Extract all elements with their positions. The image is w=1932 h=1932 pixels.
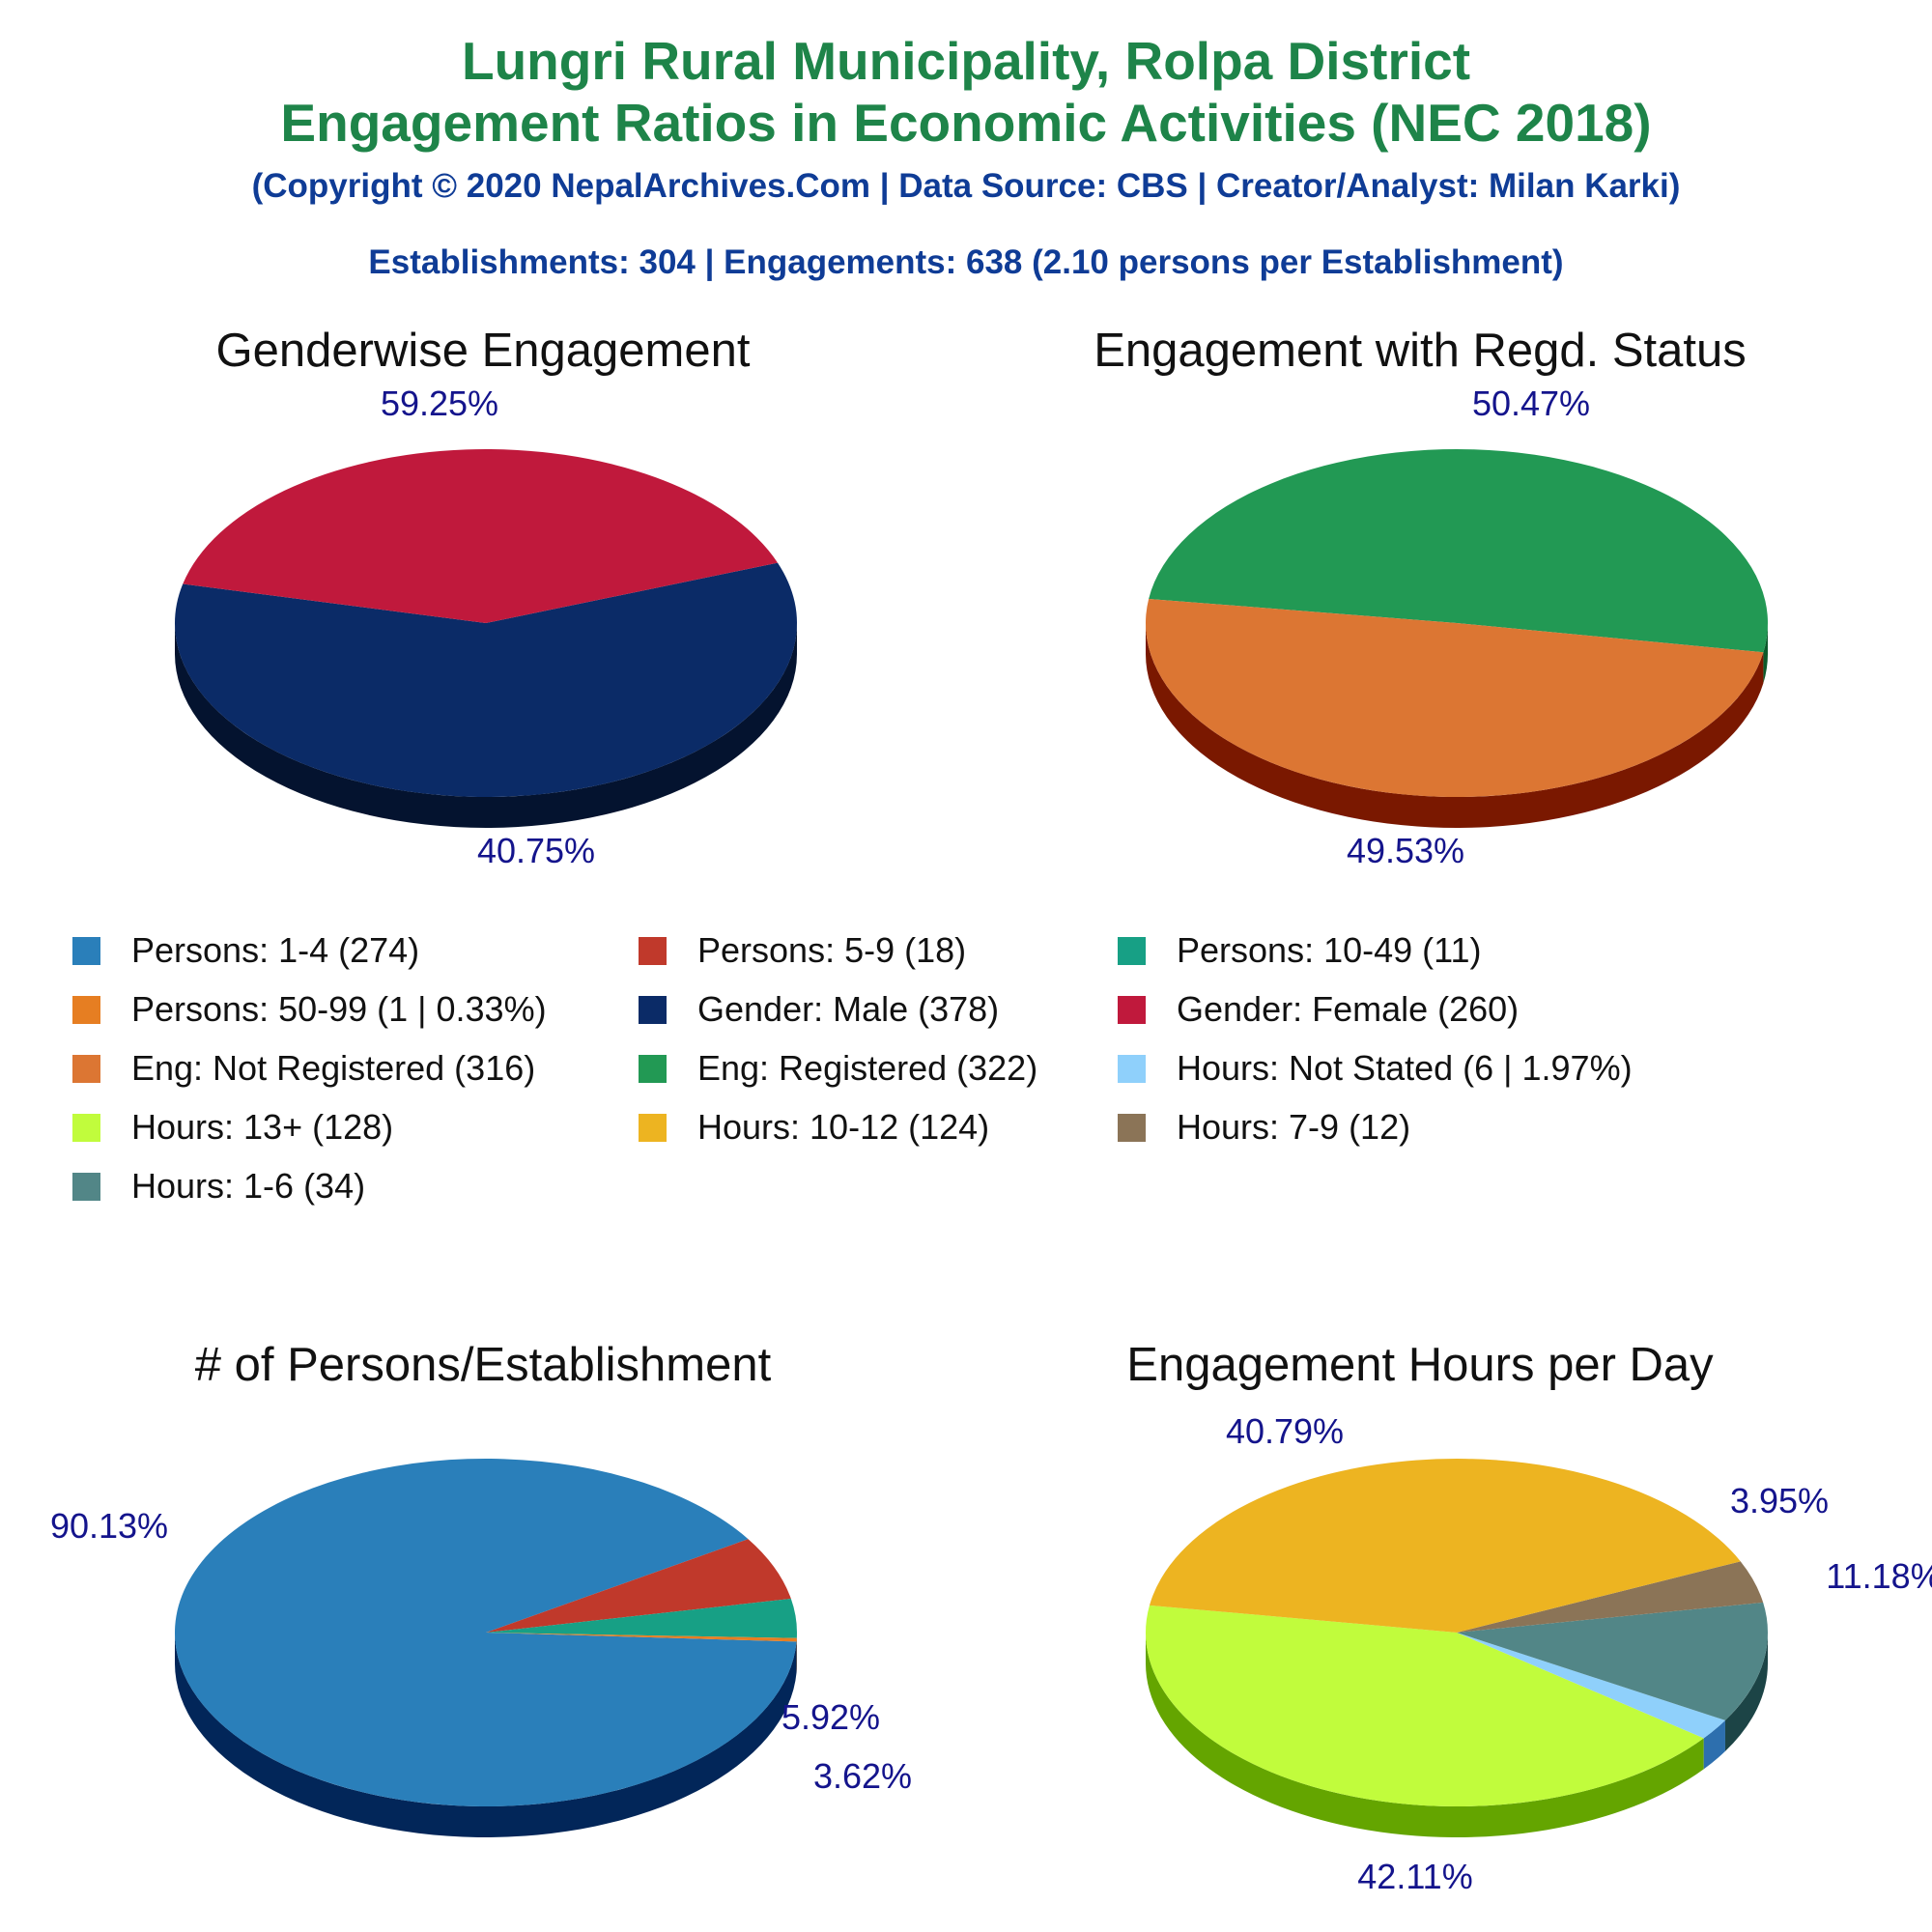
pie-data-label: 90.13% xyxy=(50,1506,168,1546)
hours-chart-title: Engagement Hours per Day xyxy=(1126,1339,1714,1391)
pie-slice xyxy=(175,1459,797,1807)
gender-chart-title: Genderwise Engagement xyxy=(215,325,751,377)
legend-swatch xyxy=(1118,937,1146,965)
summary-text: Establishments: 304 | Engagements: 638 (… xyxy=(368,243,1564,281)
legend-label: Hours: 1-6 (34) xyxy=(131,1166,366,1206)
hours-pie: 42.11% 11.18% 3.95% 40.79% xyxy=(1146,1411,1932,1896)
legend-swatch xyxy=(1118,1114,1146,1142)
legend-swatch xyxy=(72,1114,100,1142)
registration-chart-title: Engagement with Regd. Status xyxy=(1094,325,1747,377)
pie-slice xyxy=(1146,1605,1704,1807)
legend-label: Hours: 7-9 (12) xyxy=(1177,1107,1411,1147)
legend-swatch xyxy=(1118,1055,1146,1083)
legend-swatch xyxy=(639,996,667,1024)
chart-title-line2: Engagement Ratios in Economic Activities… xyxy=(280,93,1652,153)
pie-slice xyxy=(1149,1458,1741,1633)
pie-slice-side xyxy=(175,623,797,828)
pie-data-label: 50.47% xyxy=(1472,384,1590,423)
legend-swatch xyxy=(72,1055,100,1083)
pie-data-label: 40.79% xyxy=(1226,1411,1344,1451)
pie-slice xyxy=(1457,1602,1769,1720)
pie-slice xyxy=(183,449,779,623)
pie-data-label: 49.53% xyxy=(1347,831,1464,870)
gender-pie: 59.25% 40.75% xyxy=(175,384,797,870)
legend-label: Hours: 13+ (128) xyxy=(131,1107,394,1147)
pie-slice-side xyxy=(1703,1719,1725,1770)
legend-label: Persons: 1-4 (274) xyxy=(131,930,420,970)
legend-label: Persons: 5-9 (18) xyxy=(697,930,967,970)
legend-swatch xyxy=(639,1114,667,1142)
pie-slice-side xyxy=(1146,623,1764,828)
chart-title-line1: Lungri Rural Municipality, Rolpa Distric… xyxy=(461,31,1471,91)
legend-swatch xyxy=(72,996,100,1024)
pie-slice xyxy=(486,1539,791,1633)
legend-label: Persons: 50-99 (1 | 0.33%) xyxy=(131,989,547,1029)
pie-slice-side xyxy=(1724,1633,1768,1751)
pie-slice-side xyxy=(1763,623,1768,684)
legend-label: Gender: Male (378) xyxy=(697,989,1000,1029)
legend-swatch xyxy=(72,1173,100,1201)
pie-data-label: 42.11% xyxy=(1357,1857,1472,1896)
pie-slice xyxy=(175,562,797,798)
legend-label: Eng: Registered (322) xyxy=(697,1048,1038,1088)
pie-slice xyxy=(486,1633,797,1642)
legend-label: Eng: Not Registered (316) xyxy=(131,1048,536,1088)
legend-label: Hours: Not Stated (6 | 1.97%) xyxy=(1177,1048,1633,1088)
pie-data-label: 5.92% xyxy=(781,1697,880,1737)
legend-swatch xyxy=(639,937,667,965)
registration-pie: 50.47% 49.53% xyxy=(1146,384,1768,870)
pie-slice-side xyxy=(1146,1633,1704,1837)
legend-label: Persons: 10-49 (11) xyxy=(1177,930,1482,970)
persons-chart-title: # of Persons/Establishment xyxy=(194,1339,772,1391)
legend-swatch xyxy=(639,1055,667,1083)
legend-swatch xyxy=(72,937,100,965)
pie-data-label: 40.75% xyxy=(477,831,595,870)
pie-slice xyxy=(1457,1561,1764,1633)
pie-data-label: 11.18% xyxy=(1826,1556,1932,1596)
pie-data-label: 3.62% xyxy=(813,1756,912,1796)
pie-slice-side xyxy=(175,1633,797,1838)
pie-slice xyxy=(1149,448,1768,653)
copyright-text: (Copyright © 2020 NepalArchives.Com | Da… xyxy=(251,167,1681,205)
pie-data-label: 59.25% xyxy=(381,384,498,423)
legend-label: Gender: Female (260) xyxy=(1177,989,1520,1029)
pie-slice xyxy=(1146,598,1764,797)
pie-slice xyxy=(1457,1633,1725,1739)
pie-data-label: 3.95% xyxy=(1730,1481,1829,1520)
pie-slice xyxy=(486,1599,797,1638)
legend-swatch xyxy=(1118,996,1146,1024)
persons-pie: 90.13% 5.92% 3.62% xyxy=(50,1459,912,1838)
legend-label: Hours: 10-12 (124) xyxy=(697,1107,990,1147)
